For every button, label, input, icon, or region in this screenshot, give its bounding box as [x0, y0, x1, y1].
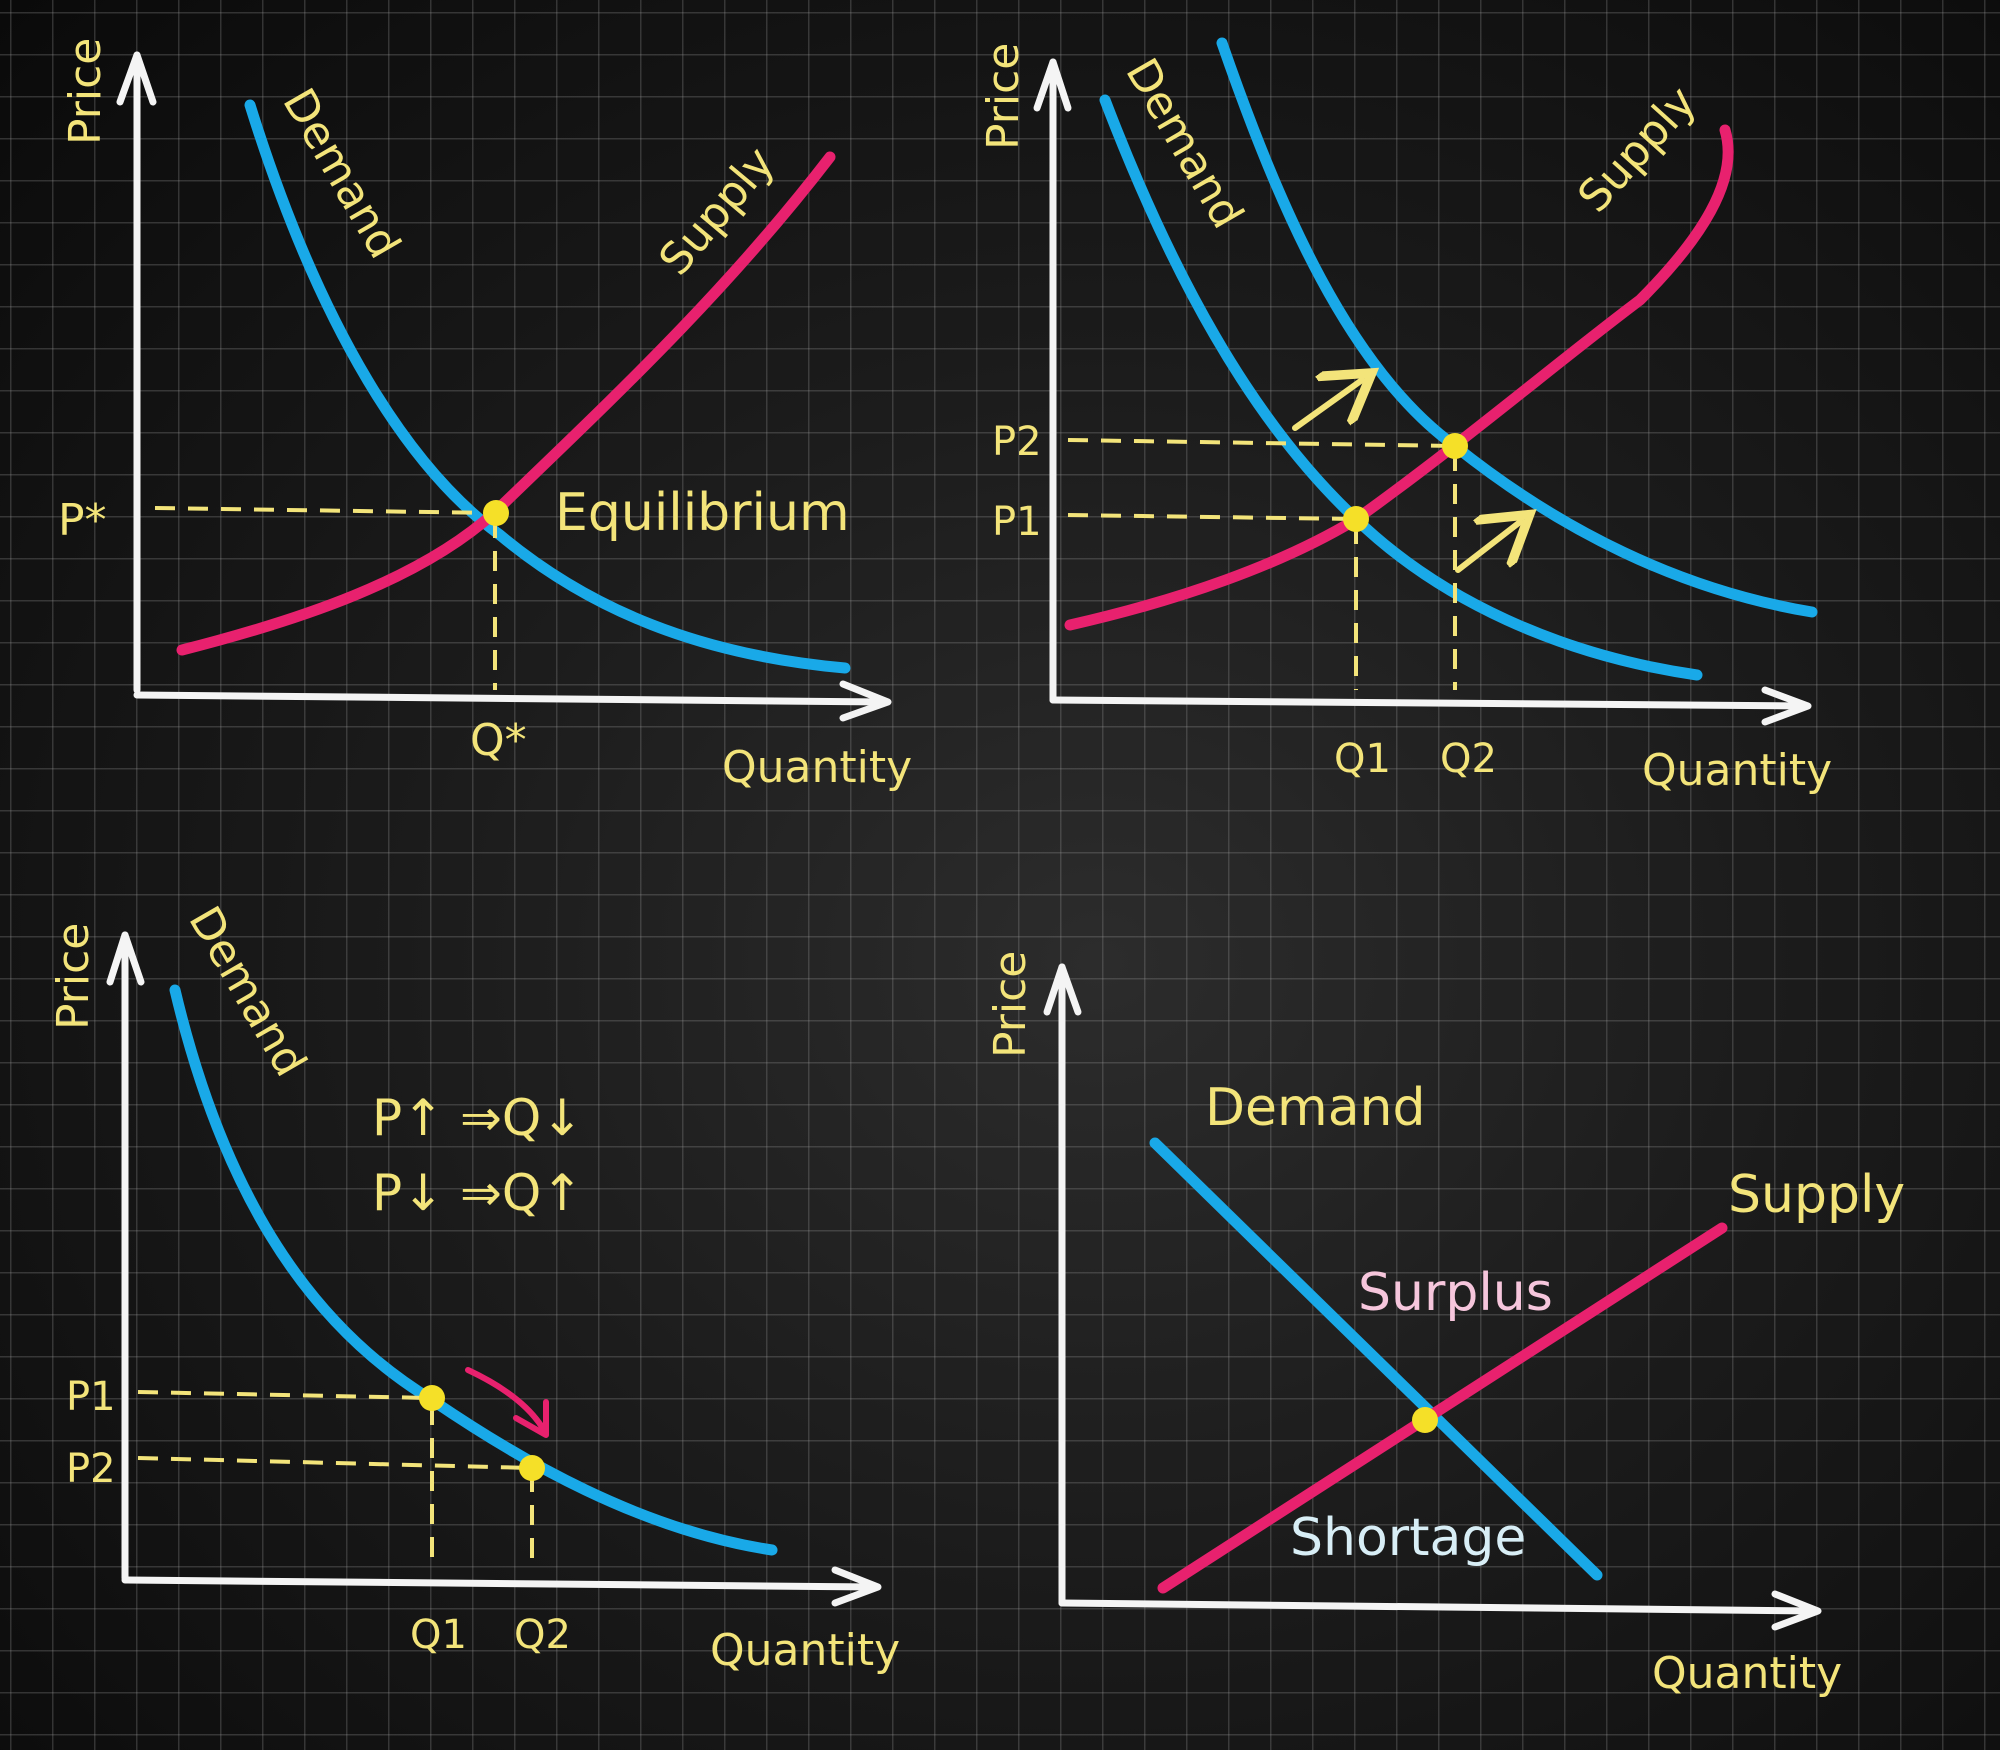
equilibrium-point: [483, 500, 509, 526]
panel-demand-shift: Price Quantity Demand Supply P1 P2 Q1 Q2: [978, 37, 1832, 796]
y-axis-arrowhead: [1033, 58, 1072, 112]
price-axis-label: Price: [978, 43, 1029, 150]
equilibrium-point-2: [1442, 433, 1468, 459]
p2-label: P2: [992, 419, 1042, 465]
q1-label: Q1: [410, 1612, 467, 1658]
x-axis: [1058, 1599, 1819, 1615]
p1-label: P1: [66, 1374, 116, 1420]
x-axis-arrowhead: [1771, 1590, 1822, 1631]
equilibrium-label: Equilibrium: [555, 483, 850, 543]
demand-curve: [1149, 1137, 1603, 1581]
p-star-label: P*: [58, 495, 107, 546]
price-axis-label: Price: [60, 38, 111, 145]
price-axis-label: Price: [48, 923, 99, 1030]
quantity-axis-label: Quantity: [1642, 745, 1832, 796]
panel-equilibrium: Price Quantity Demand Supply Equilibrium…: [58, 38, 912, 793]
q2-label: Q2: [1440, 736, 1497, 782]
demand-label: Demand: [178, 898, 315, 1085]
supply-curve: [1064, 124, 1734, 631]
x-axis-arrowhead: [831, 1566, 882, 1607]
movement-arrow: [465, 1367, 548, 1435]
p2-guide: [1067, 438, 1456, 448]
p1-guide: [1067, 513, 1356, 521]
supply-curve: [176, 151, 836, 656]
panel-law-of-demand: Price Quantity Demand P1 P2 Q1 Q2 P↑ ⇒Q↓…: [48, 898, 900, 1676]
point-1: [419, 1385, 445, 1411]
point-2: [519, 1455, 545, 1481]
quantity-axis-label: Quantity: [1652, 1648, 1842, 1699]
p2-guide: [137, 1456, 533, 1470]
rule-price-up: P↑ ⇒Q↓: [372, 1089, 583, 1147]
supply-label: Supply: [649, 137, 784, 285]
rule-price-down: P↓ ⇒Q↑: [372, 1164, 583, 1222]
supply-label: Supply: [1568, 77, 1706, 223]
supply-label: Supply: [1728, 1165, 1905, 1225]
q-star-label: Q*: [470, 715, 527, 766]
x-axis: [121, 1576, 879, 1591]
demand-label: Demand: [1205, 1078, 1426, 1138]
x-axis: [1049, 696, 1809, 710]
panel-surplus-shortage: Price Quantity Demand Supply Surplus Sho…: [985, 951, 1905, 1699]
x-axis-arrowhead: [1761, 686, 1812, 726]
y-axis-arrowhead: [116, 51, 157, 106]
quantity-axis-label: Quantity: [710, 1625, 900, 1676]
x-axis-arrowhead: [839, 680, 892, 722]
equilibrium-point: [1412, 1407, 1438, 1433]
p1-label: P1: [992, 499, 1042, 545]
price-axis-label: Price: [985, 951, 1036, 1058]
quantity-axis-label: Quantity: [722, 742, 912, 793]
shift-arrow-upper: [1292, 380, 1362, 431]
p1-guide: [137, 1390, 431, 1400]
x-axis: [133, 691, 889, 706]
p2-label: P2: [66, 1446, 116, 1492]
price-guide: [154, 506, 496, 515]
surplus-label: Surplus: [1358, 1263, 1553, 1323]
y-axis-arrowhead: [106, 931, 145, 986]
y-axis-arrowhead: [1043, 963, 1082, 1016]
shortage-label: Shortage: [1290, 1508, 1526, 1568]
supply-curve: [1157, 1222, 1728, 1594]
q1-label: Q1: [1334, 736, 1391, 782]
shift-arrow-lower: [1455, 522, 1520, 573]
q2-label: Q2: [514, 1612, 571, 1658]
movement-arrowhead: [513, 1399, 549, 1438]
equilibrium-point-1: [1343, 506, 1369, 532]
